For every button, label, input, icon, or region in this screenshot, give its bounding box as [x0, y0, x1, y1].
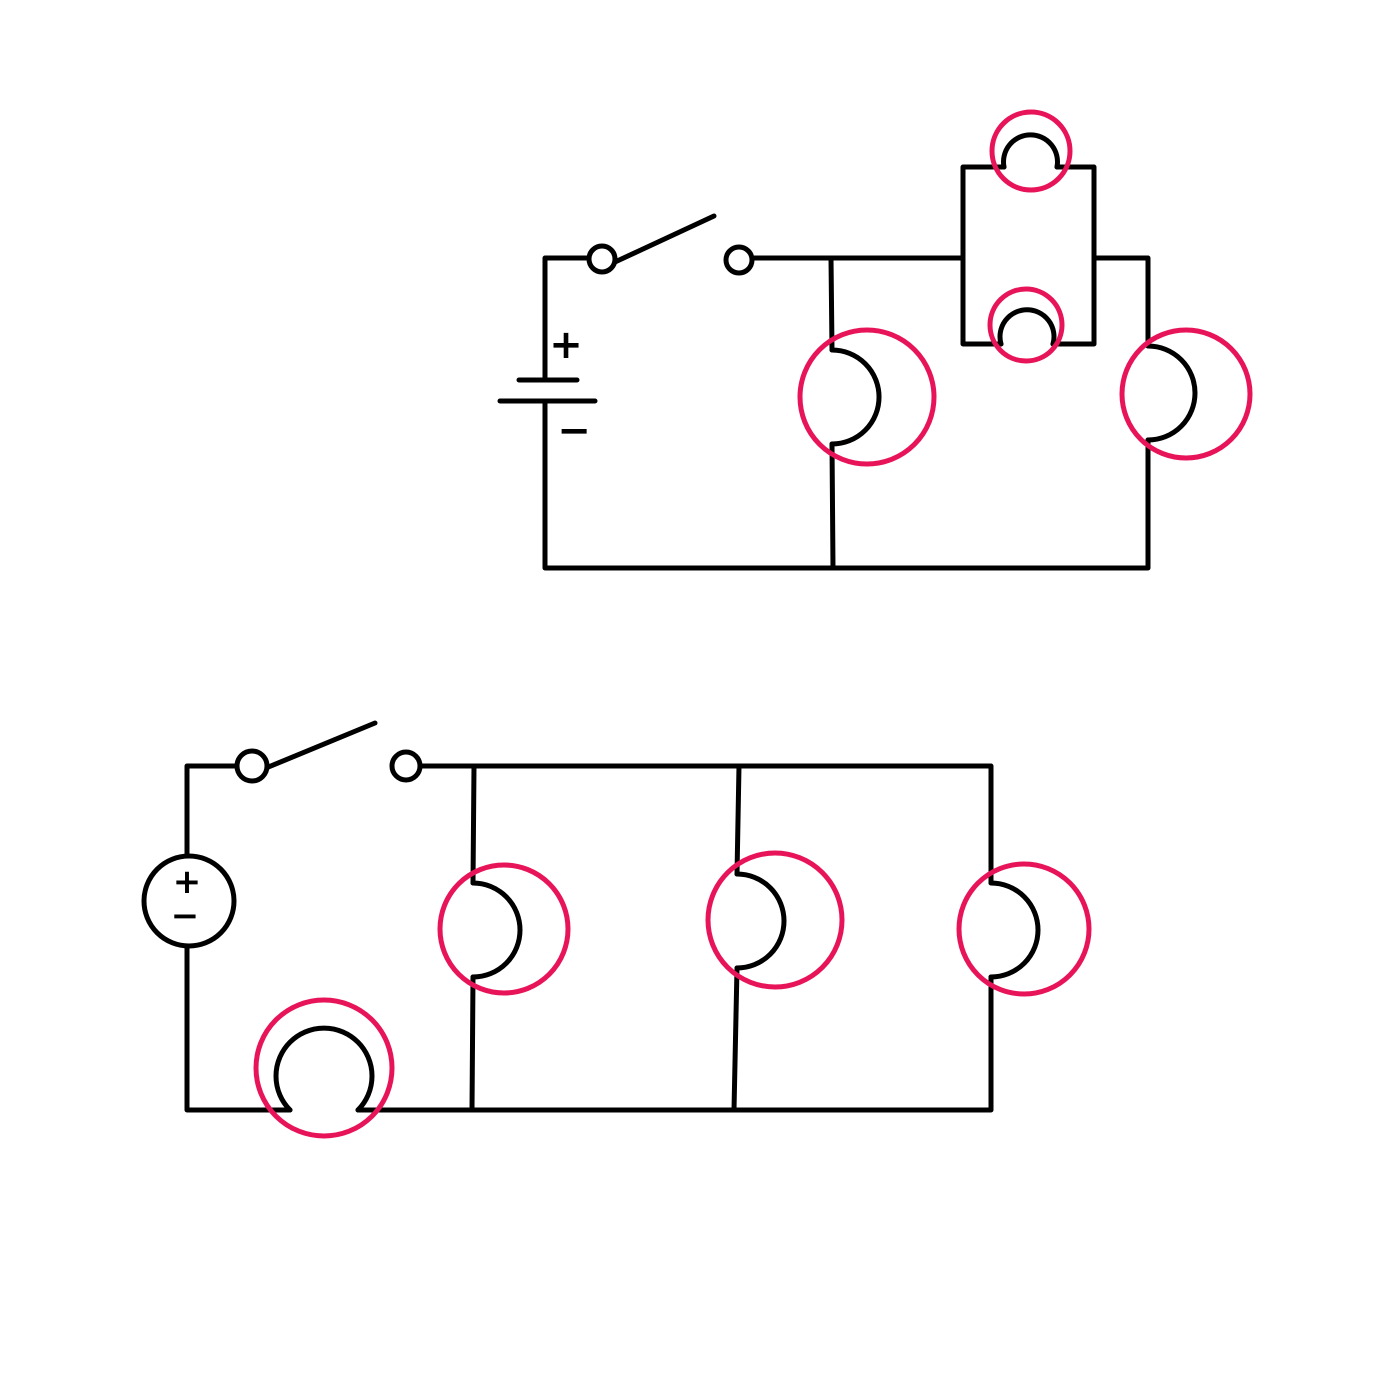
bottom-switch-terminal-left: [234, 748, 270, 784]
bulb-highlight-ring: [797, 327, 937, 467]
bulb-icon: [734, 871, 787, 971]
top-switch-terminal-right: [723, 244, 755, 276]
top-rail-right: [1091, 255, 1151, 349]
bulb-icon: [273, 1025, 375, 1113]
bottom-branch-2-upper: [734, 763, 742, 877]
top-left-wire-upper: [542, 255, 591, 383]
bottom-left-wire-upper: [184, 763, 241, 858]
bulb-highlight-ring: [705, 850, 845, 990]
bulb-top-right: [1119, 327, 1253, 461]
top-switch: [586, 213, 755, 276]
source-minus-sign: −: [171, 896, 200, 936]
bottom-rail-lower: [355, 974, 994, 1113]
bulb-bottom-series: [253, 997, 395, 1139]
top-branch-middle-lower: [829, 441, 836, 571]
bulb-highlight-ring: [956, 861, 1092, 997]
bulb-highlight-ring: [1119, 327, 1253, 461]
bulb-highlight-ring: [437, 862, 571, 996]
top-parallel-loop: [960, 164, 1097, 347]
bulb-highlight-ring: [987, 286, 1065, 364]
top-switch-lever: [612, 213, 717, 265]
top-bulbs: [797, 109, 1253, 467]
bulb-icon: [1001, 132, 1060, 170]
bottom-bulbs: [253, 850, 1092, 1139]
bottom-branch-1-upper: [470, 763, 477, 886]
bottom-switch-lever: [263, 720, 378, 771]
voltage-source-circle: [141, 853, 237, 949]
top-branch-middle-upper: [828, 255, 835, 353]
top-left-wire-lower: [542, 399, 1151, 571]
bottom-switch: [234, 720, 423, 784]
top-switch-terminal-left: [586, 243, 618, 275]
bottom-left-wire-lower: [184, 945, 293, 1113]
bottom-switch-terminal-right: [389, 749, 423, 783]
bulb-top-middle: [797, 327, 937, 467]
bottom-rail-upper: [417, 763, 994, 886]
bulb-icon: [988, 880, 1041, 980]
bulb-icon: [997, 307, 1057, 347]
bulb-loop-lower: [987, 286, 1065, 364]
circuit-bottom: + −: [141, 720, 1092, 1139]
bulb-highlight-ring: [989, 109, 1073, 193]
bulb-highlight-ring: [253, 997, 395, 1139]
bulb-icon: [470, 880, 523, 980]
battery-plus-sign: +: [549, 322, 583, 368]
battery-symbol: + −: [497, 322, 598, 454]
dc-voltage-source: + −: [141, 853, 237, 949]
bulb-icon: [829, 347, 882, 447]
battery-minus-sign: −: [557, 408, 591, 454]
bulb-bottom-branch-2: [705, 850, 845, 990]
bottom-branch-1-lower: [469, 974, 476, 1113]
bottom-wires: [184, 763, 994, 1113]
bulb-bottom-branch-3: [956, 861, 1092, 997]
bulb-icon: [1145, 343, 1198, 443]
circuit-top: + −: [497, 109, 1253, 571]
bottom-branch-2-lower: [731, 965, 740, 1113]
bulb-bottom-branch-1: [437, 862, 571, 996]
bulb-loop-upper: [989, 109, 1073, 193]
source-plus-sign: +: [173, 862, 202, 902]
top-wires: [542, 164, 1151, 571]
